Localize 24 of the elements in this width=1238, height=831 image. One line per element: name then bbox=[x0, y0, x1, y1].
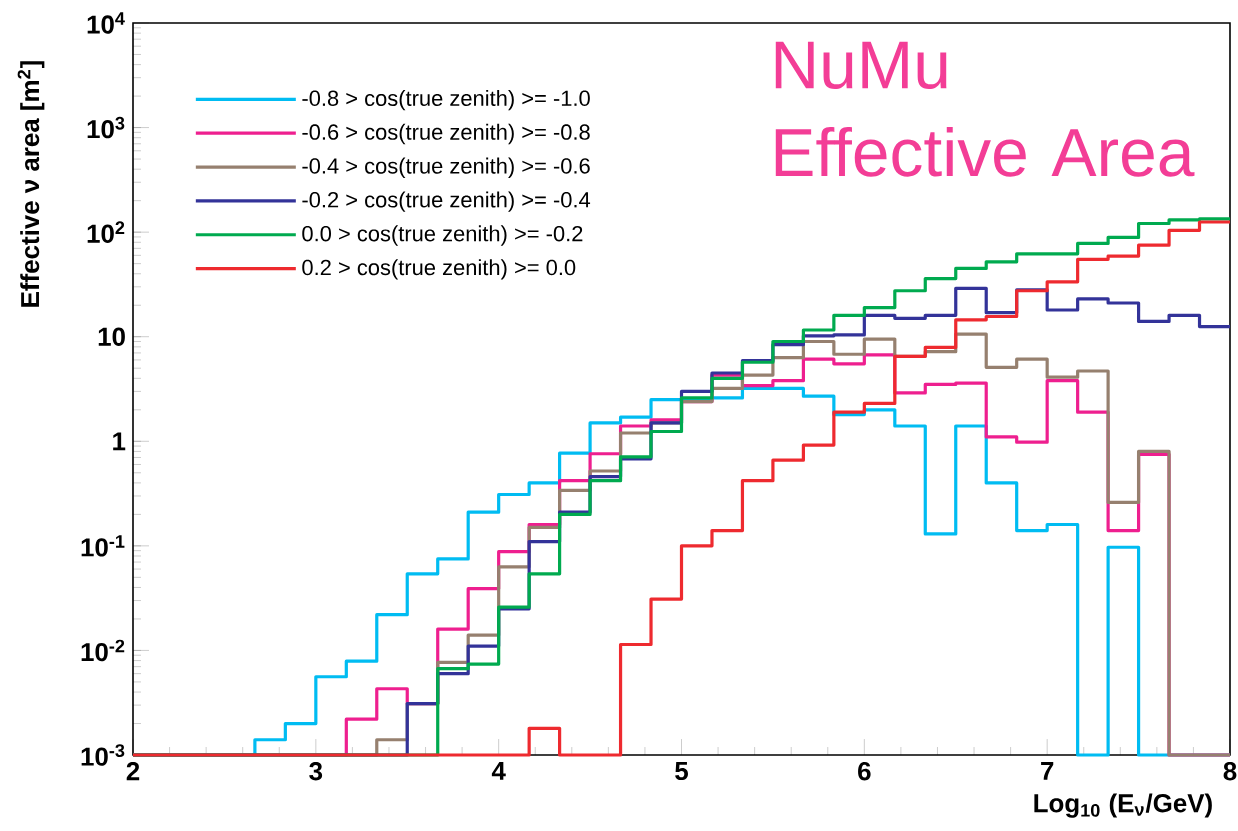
y-tick-label: 10$^{4}$ bbox=[87, 12, 125, 34]
y-tick-label: 10$^{3}$ bbox=[87, 116, 125, 139]
legend-label: -0.6 > cos(true zenith) >= -0.8 bbox=[302, 123, 590, 145]
x-axis-title: Log$_{10}$ (E$_{ν}$/GeV) bbox=[1034, 793, 1212, 818]
x-tick-label: 3 bbox=[309, 762, 323, 781]
y-tick-label: 10$^{-1}$ bbox=[81, 535, 125, 557]
x-tick-label: 2 bbox=[126, 762, 140, 781]
legend-label: -0.8 > cos(true zenith) >= -1.0 bbox=[302, 89, 590, 111]
legend-label: -0.2 > cos(true zenith) >= -0.4 bbox=[302, 191, 591, 212]
text: NuMu Effective Area bbox=[775, 41, 1195, 177]
y-tick-label: 10$^{-3}$ bbox=[81, 744, 125, 766]
y-tick-label: 10$^{2}$ bbox=[87, 221, 125, 243]
x-tick-label: 6 bbox=[858, 762, 871, 781]
legend-label: 0.0 > cos(true zenith) >= -0.2 bbox=[302, 225, 583, 246]
x-tick-label: 8 bbox=[1223, 762, 1237, 781]
y-tick-label: 10$^{-2}$ bbox=[81, 639, 125, 662]
legend-label: -0.4 > cos(true zenith) >= -0.6 bbox=[302, 157, 590, 179]
y-tick-label: 1 bbox=[113, 432, 126, 451]
legend-label: 0.2 > cos(true zenith) >= 0.0 bbox=[302, 259, 576, 280]
x-tick-label: 5 bbox=[675, 762, 688, 781]
x-tick-label: 7 bbox=[1041, 762, 1054, 780]
x-tick-label: 4 bbox=[491, 762, 506, 780]
y-tick-label: 10 bbox=[98, 327, 125, 346]
y-axis-title: Effective ν area [m$^{2}$] bbox=[17, 61, 45, 307]
